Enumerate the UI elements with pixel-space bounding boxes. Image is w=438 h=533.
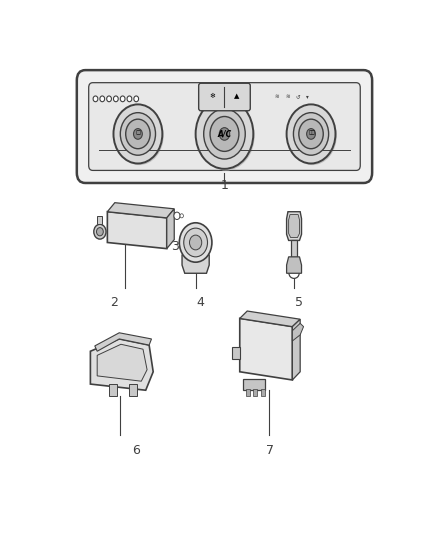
Circle shape bbox=[293, 112, 328, 155]
Bar bbox=[243, 379, 265, 390]
Circle shape bbox=[107, 96, 111, 102]
Polygon shape bbox=[97, 344, 147, 381]
Polygon shape bbox=[293, 319, 300, 380]
Circle shape bbox=[204, 109, 245, 159]
Text: A/C: A/C bbox=[217, 130, 232, 139]
Text: 7: 7 bbox=[266, 443, 274, 457]
FancyBboxPatch shape bbox=[88, 83, 360, 171]
Circle shape bbox=[134, 128, 142, 139]
Circle shape bbox=[190, 235, 202, 250]
Circle shape bbox=[219, 128, 230, 140]
Circle shape bbox=[210, 117, 239, 151]
Circle shape bbox=[94, 224, 106, 239]
Polygon shape bbox=[240, 318, 293, 380]
Circle shape bbox=[113, 104, 162, 164]
Circle shape bbox=[180, 214, 184, 218]
Text: ▲: ▲ bbox=[233, 93, 239, 99]
Bar bbox=[261, 389, 265, 395]
Polygon shape bbox=[289, 215, 300, 238]
Circle shape bbox=[197, 101, 254, 171]
Circle shape bbox=[134, 96, 138, 102]
Text: ≋: ≋ bbox=[285, 94, 290, 100]
Circle shape bbox=[120, 96, 125, 102]
Polygon shape bbox=[286, 257, 301, 273]
Bar bbox=[246, 389, 250, 395]
Text: 2: 2 bbox=[110, 296, 118, 309]
Polygon shape bbox=[90, 339, 153, 390]
Polygon shape bbox=[293, 324, 304, 341]
Circle shape bbox=[126, 119, 150, 149]
Polygon shape bbox=[107, 203, 174, 218]
Text: 6: 6 bbox=[132, 443, 140, 457]
Bar bbox=[253, 389, 258, 395]
Bar bbox=[291, 240, 297, 257]
Bar bbox=[109, 384, 117, 397]
Polygon shape bbox=[240, 311, 300, 327]
Text: ❄: ❄ bbox=[210, 93, 215, 99]
Polygon shape bbox=[95, 333, 152, 351]
Circle shape bbox=[120, 112, 155, 155]
Polygon shape bbox=[182, 255, 209, 273]
Circle shape bbox=[127, 96, 132, 102]
Polygon shape bbox=[167, 209, 174, 248]
Polygon shape bbox=[107, 212, 167, 248]
Text: 1: 1 bbox=[221, 179, 228, 192]
Circle shape bbox=[174, 212, 180, 220]
Text: 5: 5 bbox=[295, 296, 303, 309]
Polygon shape bbox=[232, 347, 240, 359]
Text: ▾: ▾ bbox=[306, 94, 309, 100]
Text: 4: 4 bbox=[197, 296, 205, 309]
Circle shape bbox=[100, 96, 105, 102]
FancyBboxPatch shape bbox=[199, 83, 250, 111]
Circle shape bbox=[184, 228, 208, 257]
Text: ≋: ≋ bbox=[275, 94, 279, 100]
Circle shape bbox=[115, 106, 164, 165]
Circle shape bbox=[286, 104, 336, 164]
Circle shape bbox=[96, 228, 103, 236]
Circle shape bbox=[288, 106, 337, 165]
Circle shape bbox=[113, 96, 118, 102]
Text: ◻: ◻ bbox=[135, 130, 141, 135]
Circle shape bbox=[93, 96, 98, 102]
Text: ◫: ◫ bbox=[308, 130, 314, 135]
Text: ↺: ↺ bbox=[295, 94, 300, 100]
FancyBboxPatch shape bbox=[77, 70, 372, 183]
Bar bbox=[97, 216, 102, 224]
Circle shape bbox=[299, 119, 323, 149]
Bar bbox=[130, 384, 137, 397]
Circle shape bbox=[196, 99, 253, 169]
Polygon shape bbox=[286, 212, 301, 240]
Circle shape bbox=[179, 223, 212, 262]
Circle shape bbox=[307, 128, 315, 139]
Text: 3: 3 bbox=[171, 240, 179, 253]
